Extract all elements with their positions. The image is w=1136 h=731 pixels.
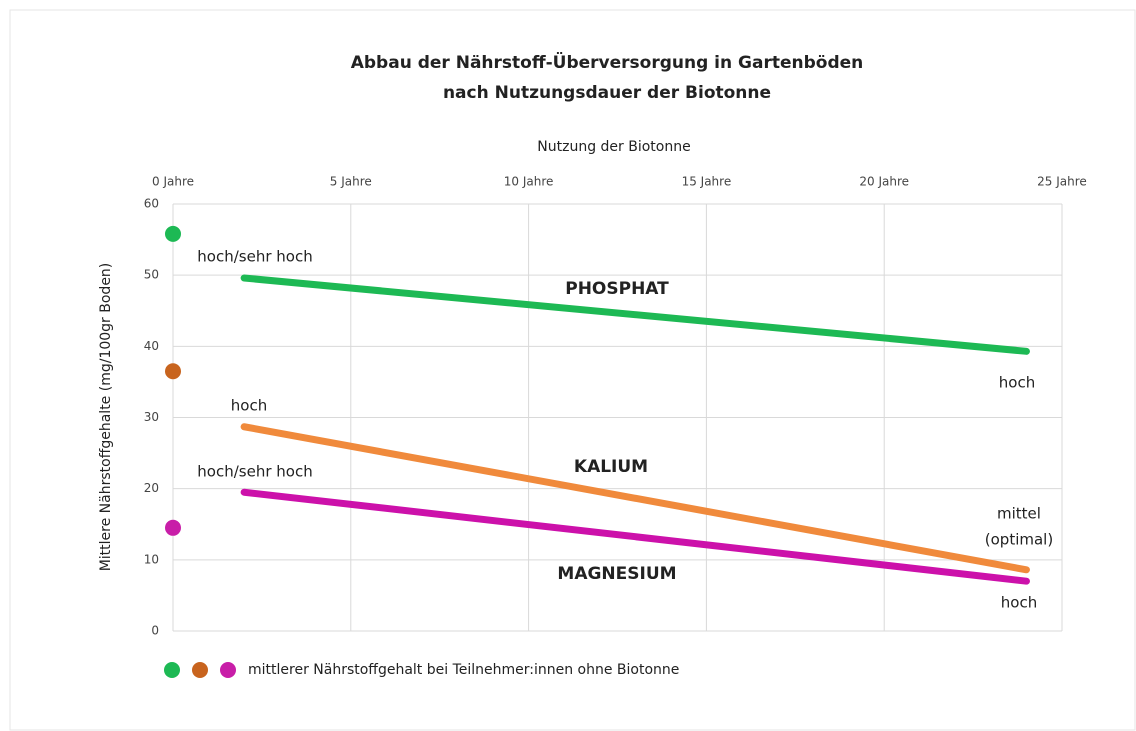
start-label: hoch [231,397,267,415]
y-tick-label: 30 [144,410,159,424]
legend-dot [164,662,180,678]
x-tick-label: 5 Jahre [330,175,372,189]
end-label: hoch [1001,594,1037,612]
x-tick-label: 0 Jahre [152,175,194,189]
end-label: hoch [999,374,1035,392]
chart-title: Abbau der Nährstoff-Überversorgung in Ga… [351,51,864,73]
x-tick-label: 25 Jahre [1037,175,1087,189]
x-tick-label: 15 Jahre [682,175,732,189]
legend-dot [192,662,208,678]
legend-dot [220,662,236,678]
y-axis-label: Mittlere Nährstoffgehalte (mg/100gr Bode… [98,263,114,572]
series-line [240,488,1030,585]
y-tick-label: 50 [144,268,159,282]
y-tick-label: 10 [144,552,159,566]
y-tick-label: 40 [144,339,159,353]
series-line [240,274,1030,355]
legend-label: mittlerer Nährstoffgehalt bei Teilnehmer… [248,662,679,678]
series-label: KALIUM [574,457,648,477]
frame [9,9,1136,731]
start-label: hoch/sehr hoch [197,248,312,266]
y-tick-label: 0 [151,624,159,638]
series-line [240,423,1030,574]
y-tick-label: 20 [144,481,159,495]
end-label: mittel [997,505,1041,523]
end-label: (optimal) [985,531,1053,549]
series-label: MAGNESIUM [557,564,676,584]
x-tick-label: 20 Jahre [859,175,909,189]
chart-title: nach Nutzungsdauer der Biotonne [443,83,771,103]
x-tick-label: 10 Jahre [504,175,554,189]
reference-dot [165,225,181,242]
reference-dot [165,519,181,536]
reference-dot [165,363,181,380]
series-label: PHOSPHAT [565,279,669,299]
y-tick-label: 60 [144,197,159,211]
x-axis-label: Nutzung der Biotonne [537,139,690,155]
start-label: hoch/sehr hoch [197,463,312,481]
